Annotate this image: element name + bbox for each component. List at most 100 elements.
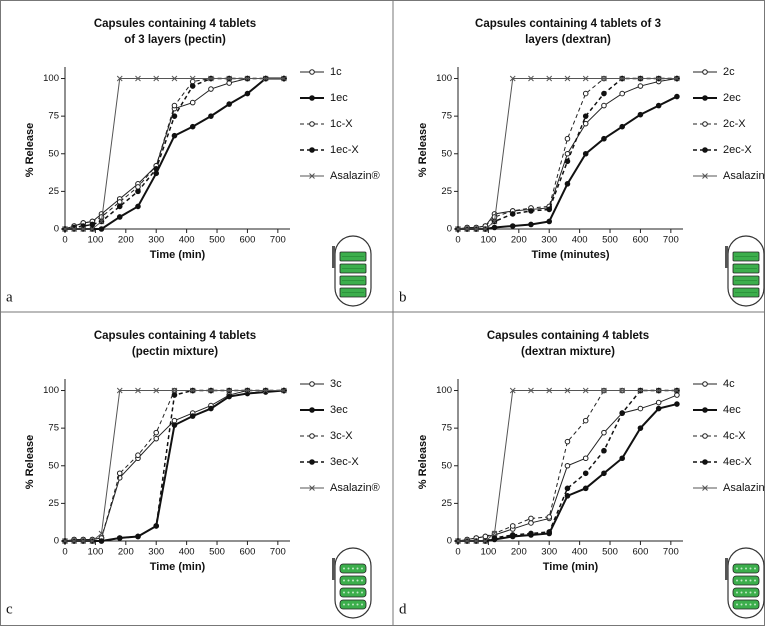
marker [601,447,607,454]
x-tick-label: 600 [240,547,256,558]
x-tick-label: 600 [633,547,649,558]
marker [71,226,77,232]
marker [528,387,534,394]
marker [528,515,534,522]
marker [582,470,589,477]
x-tick-label: 400 [572,235,588,246]
x-tick-label: 400 [572,547,588,558]
marker [582,455,589,462]
legend-label: 4ec [723,404,741,416]
marker [226,101,232,107]
tablet-dot [749,591,752,594]
marker [601,429,607,436]
marker [564,158,571,165]
marker [116,470,123,477]
marker [62,226,68,232]
marker [262,75,269,82]
series-line [65,389,285,542]
marker [135,188,141,195]
y-axis-label: % Release [417,123,429,177]
tablet-dot [356,591,359,594]
marker [564,387,571,394]
tablet-dot [754,567,756,570]
series-line [457,390,677,542]
marker [674,93,680,100]
marker [153,170,160,177]
marker [564,135,571,142]
series-line [458,403,678,542]
legend-marker [702,407,708,413]
marker [601,135,607,142]
marker [464,226,470,232]
marker [208,405,214,412]
legend-marker [309,69,315,75]
marker [582,90,589,97]
x-tick-label: 0 [62,547,67,558]
marker [601,387,607,394]
y-tick-label: 25 [441,186,452,197]
legend-label: 4ec-X [723,456,752,468]
marker [546,529,553,535]
panel-label: b [399,289,407,305]
marker [116,75,123,82]
x-tick-label: 600 [633,235,649,246]
marker [509,75,516,82]
marker [473,538,480,544]
tablet-dot [361,603,363,606]
marker [189,75,196,82]
marker [171,75,178,82]
marker [482,538,489,544]
marker [564,75,571,82]
legend-marker [309,485,315,491]
marker [619,123,625,130]
marker [226,75,233,82]
marker [80,226,87,232]
marker [546,387,553,394]
tablet-dot [745,579,747,582]
legend-marker [702,69,708,75]
legend-label: 4c [723,378,735,390]
tablet-dot [740,591,743,594]
marker [564,150,571,157]
series-line [64,390,284,542]
legend-label: 3c [330,378,342,390]
y-tick-label: 100 [43,73,59,84]
marker [546,218,553,225]
marker [619,90,625,97]
marker [619,455,625,462]
tablet-dot [740,567,743,570]
marker [189,123,196,130]
series-line [64,77,284,230]
legend-marker [702,147,708,153]
marker [491,224,498,231]
marker [509,223,516,229]
x-tick-label: 400 [179,547,195,558]
legend-marker [702,95,708,101]
series-line [65,389,284,542]
marker [601,470,607,477]
marker [98,538,105,544]
tablet-dot [745,591,747,594]
marker [208,113,214,119]
marker [116,203,123,210]
legend-marker [702,381,708,387]
series-line [64,78,284,230]
chart-title: (pectin mixture) [132,346,218,358]
marker [116,214,123,220]
series-line [64,78,284,230]
x-tick-label: 100 [87,547,103,558]
marker [509,523,516,529]
legend-marker [309,407,315,413]
marker [655,387,662,394]
x-tick-label: 300 [148,235,164,246]
legend-marker [702,459,708,465]
marker [244,387,251,394]
x-tick-label: 700 [663,235,679,246]
marker [582,75,589,82]
marker [528,221,534,228]
marker [546,514,553,520]
x-axis-label: Time (min) [543,561,599,573]
marker [619,410,625,416]
x-tick-label: 700 [270,547,286,558]
